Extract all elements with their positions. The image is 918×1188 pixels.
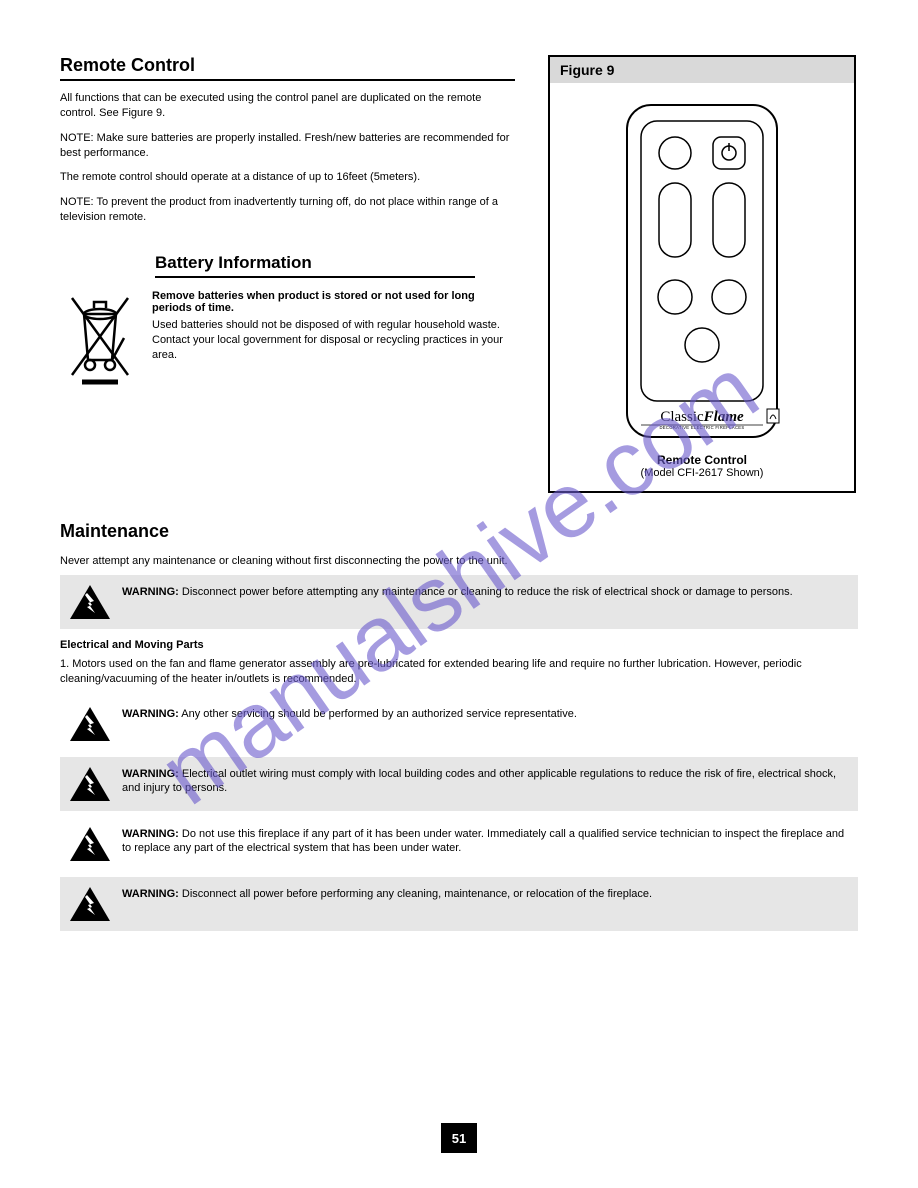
electric-hazard-icon <box>68 765 112 803</box>
warning-1-text: WARNING: Disconnect power before attempt… <box>122 583 793 600</box>
warning-4-lead: WARNING: <box>122 828 179 840</box>
maintenance-heading: Maintenance <box>60 521 858 542</box>
warning-3-lead: WARNING: <box>122 768 179 780</box>
warning-row-4: WARNING: Do not use this fireplace if an… <box>60 817 858 871</box>
remote-para-1: All functions that can be executed using… <box>60 91 515 121</box>
electric-hazard-icon <box>68 705 112 743</box>
warning-row-2: WARNING: Any other servicing should be p… <box>60 697 858 751</box>
battery-subhead: Remove batteries when product is stored … <box>152 290 515 314</box>
weee-no-bin-icon <box>60 290 140 385</box>
figure-caption-line2: (Model CFI-2617 Shown) <box>641 467 764 479</box>
figure-caption-line1: Remote Control <box>641 453 764 467</box>
remote-para-4: NOTE: To prevent the product from inadve… <box>60 195 515 225</box>
top-row: Remote Control All functions that can be… <box>60 55 858 493</box>
warning-2-text: WARNING: Any other servicing should be p… <box>122 705 577 722</box>
right-column: Figure 9 <box>548 55 858 493</box>
battery-heading: Battery Information <box>155 253 475 278</box>
figure-title: Figure 9 <box>550 57 854 83</box>
svg-text:DECORATIVE ELECTRIC FIREPLACES: DECORATIVE ELECTRIC FIREPLACES <box>659 425 744 430</box>
electric-hazard-icon <box>68 825 112 863</box>
figure-9-box: Figure 9 <box>548 55 856 493</box>
battery-para: Used batteries should not be disposed of… <box>152 318 515 363</box>
warning-5-body: Disconnect all power before performing a… <box>182 888 652 900</box>
page-number-badge: 51 <box>441 1123 477 1153</box>
warning-row-1: WARNING: Disconnect power before attempt… <box>60 575 858 629</box>
electrical-list-item: 1. Motors used on the fan and flame gene… <box>60 657 858 687</box>
warning-3-body: Electrical outlet wiring must comply wit… <box>122 768 836 795</box>
warning-row-3: WARNING: Electrical outlet wiring must c… <box>60 757 858 811</box>
warning-4-body: Do not use this fireplace if any part of… <box>122 828 844 855</box>
svg-text:ClassicFlame: ClassicFlame <box>660 409 744 425</box>
electric-hazard-icon <box>68 583 112 621</box>
electrical-subhead: Electrical and Moving Parts <box>60 639 858 651</box>
battery-section: Battery Information <box>60 253 515 385</box>
warning-4-text: WARNING: Do not use this fireplace if an… <box>122 825 850 857</box>
remote-para-3: The remote control should operate at a d… <box>60 170 515 185</box>
remote-para-2: NOTE: Make sure batteries are properly i… <box>60 131 515 161</box>
remote-control-illustration: ClassicFlame DECORATIVE ELECTRIC FIREPLA… <box>617 101 787 441</box>
left-column: Remote Control All functions that can be… <box>60 55 515 385</box>
warning-1-body: Disconnect power before attempting any m… <box>182 586 793 598</box>
figure-caption: Remote Control (Model CFI-2617 Shown) <box>641 453 764 479</box>
warning-5-lead: WARNING: <box>122 888 179 900</box>
maintenance-intro: Never attempt any maintenance or cleanin… <box>60 554 858 569</box>
warning-row-5: WARNING: Disconnect all power before per… <box>60 877 858 931</box>
warning-2-lead: WARNING: <box>122 708 179 720</box>
maintenance-section: Maintenance Never attempt any maintenanc… <box>60 521 858 931</box>
remote-heading: Remote Control <box>60 55 515 81</box>
warning-5-text: WARNING: Disconnect all power before per… <box>122 885 652 902</box>
warning-2-body: Any other servicing should be performed … <box>181 708 577 720</box>
warning-1-lead: WARNING: <box>122 586 179 598</box>
electric-hazard-icon <box>68 885 112 923</box>
warning-3-text: WARNING: Electrical outlet wiring must c… <box>122 765 850 797</box>
